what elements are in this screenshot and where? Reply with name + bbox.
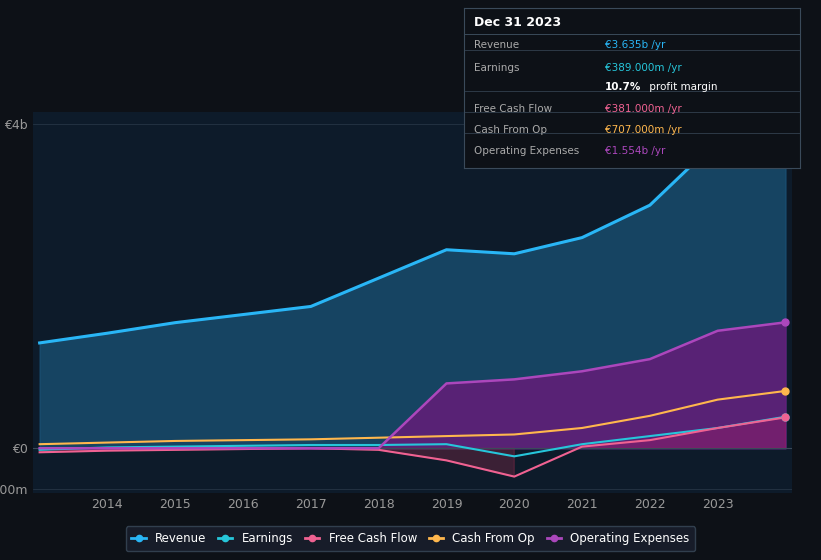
Text: €389.000m /yr: €389.000m /yr (605, 63, 682, 73)
Text: €381.000m /yr: €381.000m /yr (605, 104, 682, 114)
Text: Revenue: Revenue (474, 40, 519, 50)
Text: €1.554b /yr: €1.554b /yr (605, 146, 666, 156)
Text: Earnings: Earnings (474, 63, 520, 73)
Text: Cash From Op: Cash From Op (474, 125, 547, 135)
Text: €3.635b /yr: €3.635b /yr (605, 40, 666, 50)
Text: 10.7%: 10.7% (605, 82, 642, 92)
Text: profit margin: profit margin (645, 82, 717, 92)
Text: €707.000m /yr: €707.000m /yr (605, 125, 682, 135)
Text: Operating Expenses: Operating Expenses (474, 146, 579, 156)
Legend: Revenue, Earnings, Free Cash Flow, Cash From Op, Operating Expenses: Revenue, Earnings, Free Cash Flow, Cash … (126, 526, 695, 551)
Text: Free Cash Flow: Free Cash Flow (474, 104, 552, 114)
Text: Dec 31 2023: Dec 31 2023 (474, 16, 561, 29)
